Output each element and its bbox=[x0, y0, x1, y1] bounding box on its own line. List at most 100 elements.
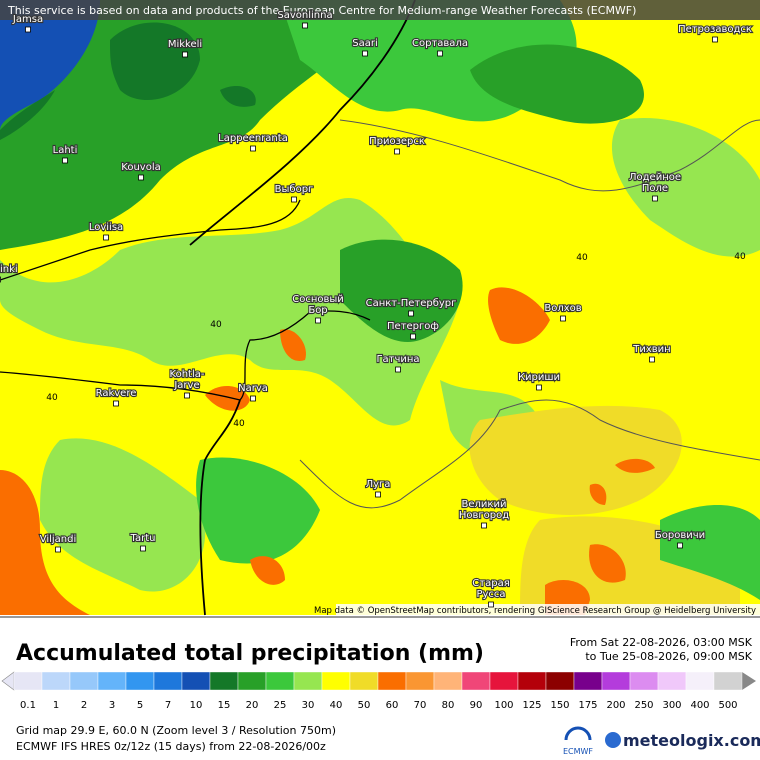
model-info: ECMWF IFS HRES 0z/12z (15 days) from 22-… bbox=[16, 740, 326, 753]
place-marker bbox=[488, 601, 494, 608]
place-marker bbox=[408, 310, 414, 317]
color-swatch bbox=[125, 671, 155, 691]
place-name: Saari bbox=[352, 38, 378, 49]
color-bar: 0.1 1 2 3 5 7 10 15 20 25 30 40 50 60 70 80 90 100 125 150 1… bbox=[1, 671, 756, 711]
place-marker bbox=[62, 157, 68, 164]
place-name: Санкт-Петербург bbox=[366, 298, 457, 309]
attribution: Map data © OpenStreetMap contributors, r… bbox=[314, 606, 756, 616]
color-swatch bbox=[97, 671, 127, 691]
place-name: Кириши bbox=[518, 372, 560, 383]
bin-label: 400 bbox=[690, 700, 709, 711]
color-swatch bbox=[293, 671, 323, 691]
bar-arrow-left bbox=[1, 671, 15, 691]
color-swatch bbox=[685, 671, 715, 691]
color-swatch bbox=[153, 671, 183, 691]
place-marker bbox=[649, 356, 655, 363]
color-swatch bbox=[433, 671, 463, 691]
bin-label: 1 bbox=[53, 700, 59, 711]
place-marker bbox=[362, 50, 368, 57]
place-labels: Jamsa Savonlinna Mikkeli Saari Сортавала Петр… bbox=[0, 9, 753, 608]
bin-label: 0.1 bbox=[20, 700, 36, 711]
contour-label: 40 bbox=[734, 252, 746, 262]
place-name: Narva bbox=[238, 383, 268, 394]
bin-label: 300 bbox=[662, 700, 681, 711]
color-swatch bbox=[517, 671, 547, 691]
place-name: Луга bbox=[366, 479, 391, 490]
place-marker bbox=[437, 50, 443, 57]
place-marker bbox=[113, 400, 119, 407]
place-name: Savonlinna bbox=[277, 10, 332, 21]
place-name: Сортавала bbox=[412, 38, 468, 49]
bin-label: 5 bbox=[137, 700, 143, 711]
color-swatch bbox=[209, 671, 239, 691]
place-marker bbox=[712, 36, 718, 43]
place-marker bbox=[302, 22, 308, 29]
place-marker bbox=[410, 333, 416, 340]
place-name: Kouvola bbox=[121, 162, 160, 173]
bin-label: 60 bbox=[386, 700, 399, 711]
color-swatch bbox=[657, 671, 687, 691]
place-name: Петрозаводск bbox=[678, 24, 752, 35]
color-swatch bbox=[405, 671, 435, 691]
place-marker bbox=[291, 196, 297, 203]
color-swatch bbox=[461, 671, 491, 691]
color-swatch bbox=[489, 671, 519, 691]
place-marker bbox=[25, 26, 31, 33]
brand-icon bbox=[605, 732, 621, 748]
place-name: Лодейное bbox=[629, 172, 681, 183]
place-name: Loviisa bbox=[89, 222, 123, 233]
bin-label: 3 bbox=[109, 700, 115, 711]
place-name: Боровичи bbox=[655, 530, 705, 541]
place-name: Mikkeli bbox=[168, 39, 202, 50]
place-marker bbox=[0, 276, 1, 283]
place-name: Гатчина bbox=[376, 354, 419, 365]
contour-labels: 40 40 40 40 40 bbox=[46, 252, 746, 429]
color-swatch bbox=[545, 671, 575, 691]
bin-label: 70 bbox=[414, 700, 427, 711]
place-name: Тихвин bbox=[632, 344, 670, 355]
brand: meteologix.com bbox=[623, 731, 760, 750]
place-name: Старая bbox=[472, 578, 509, 589]
bin-label: 30 bbox=[302, 700, 315, 711]
color-swatch bbox=[181, 671, 211, 691]
place-marker bbox=[140, 545, 146, 552]
bin-label: 250 bbox=[634, 700, 653, 711]
place-name: Lahti bbox=[53, 145, 78, 156]
place-marker bbox=[184, 392, 190, 399]
color-swatch bbox=[41, 671, 71, 691]
bin-label: 100 bbox=[494, 700, 513, 711]
ecmwf-logo: ECMWF bbox=[563, 726, 593, 756]
bin-label: 15 bbox=[218, 700, 231, 711]
bin-label: 25 bbox=[274, 700, 287, 711]
bin-label: 50 bbox=[358, 700, 371, 711]
color-swatch bbox=[349, 671, 379, 691]
place-name: Сосновый bbox=[292, 294, 344, 305]
place-marker bbox=[138, 174, 144, 181]
contour-label: 40 bbox=[233, 419, 245, 429]
bin-label: 7 bbox=[165, 700, 171, 711]
color-swatch bbox=[13, 671, 43, 691]
contour-label: 40 bbox=[576, 253, 588, 263]
bin-label: 90 bbox=[470, 700, 483, 711]
bin-label: 20 bbox=[246, 700, 259, 711]
place-marker bbox=[250, 145, 256, 152]
place-name: Поле bbox=[642, 183, 668, 194]
bin-label: 10 bbox=[190, 700, 203, 711]
bin-label: 500 bbox=[718, 700, 737, 711]
place-name: Kohtla- bbox=[170, 369, 205, 380]
place-name: Lappeenranta bbox=[218, 133, 288, 144]
place-marker bbox=[677, 542, 683, 549]
color-swatch bbox=[601, 671, 631, 691]
place-name: Viljandi bbox=[40, 534, 77, 545]
place-marker bbox=[395, 366, 401, 373]
place-name: Приозерск bbox=[369, 136, 425, 147]
place-name: Jarve bbox=[173, 380, 199, 391]
place-name: Петергоф bbox=[387, 321, 439, 332]
period-to: to Tue 25-08-2026, 09:00 MSK bbox=[585, 650, 752, 663]
place-name: Волхов bbox=[544, 303, 581, 314]
place-marker bbox=[481, 522, 487, 529]
period-from: From Sat 22-08-2026, 03:00 MSK bbox=[570, 636, 753, 649]
place-marker bbox=[652, 195, 658, 202]
